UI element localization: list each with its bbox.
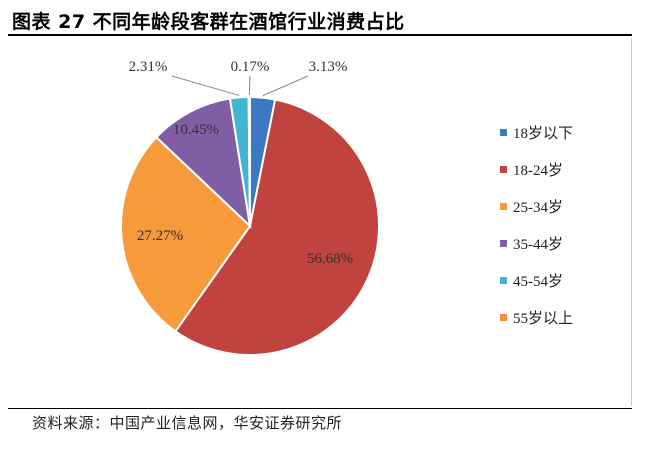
chart-frame — [8, 38, 632, 406]
legend-swatch-1 — [500, 129, 507, 136]
data-label-6: 0.17% — [231, 59, 270, 75]
chart-title: 图表 27 不同年龄段客群在酒馆行业消费占比 — [12, 11, 405, 33]
legend-label-5: 45-54岁 — [513, 273, 563, 290]
legend-label-6: 55岁以上 — [513, 310, 573, 327]
legend-label-2: 18-24岁 — [513, 162, 563, 179]
leader-line-5 — [171, 75, 240, 96]
legend-swatch-2 — [500, 166, 507, 173]
source-divider — [8, 408, 632, 409]
legend-swatch-4 — [500, 240, 507, 247]
legend-swatch-5 — [500, 277, 507, 284]
source-note: 资料来源：中国产业信息网，华安证券研究所 — [32, 414, 343, 432]
data-label-1: 3.13% — [309, 59, 348, 75]
pie-slice-3 — [120, 135, 252, 333]
data-label-3: 27.27% — [137, 228, 183, 244]
legend-label-1: 18岁以下 — [513, 125, 573, 142]
legend-label-4: 35-44岁 — [513, 236, 563, 253]
data-label-5: 2.31% — [129, 59, 168, 75]
legend-label-3: 25-34岁 — [513, 199, 563, 216]
leader-line-1 — [262, 75, 309, 97]
pie-slice-2 — [174, 98, 381, 356]
legend-swatch-3 — [500, 203, 507, 210]
leader-line-6 — [248, 75, 251, 96]
data-label-2: 56.68% — [307, 251, 353, 267]
legend-swatch-6 — [500, 314, 507, 321]
title-bar: 图表 27 不同年龄段客群在酒馆行业消费占比 — [8, 4, 632, 36]
pie-slice-6 — [247, 95, 251, 227]
data-label-4: 10.45% — [173, 122, 219, 138]
pie-slice-4 — [154, 97, 252, 229]
